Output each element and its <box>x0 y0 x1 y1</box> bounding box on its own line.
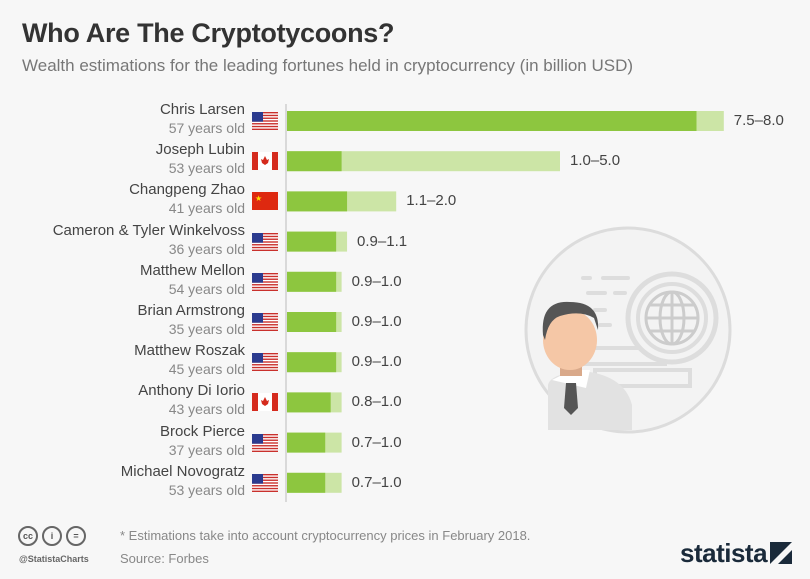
canada-flag-icon <box>252 393 278 412</box>
data-label: 7.5–8.0 <box>733 112 784 129</box>
statista-logo-icon <box>770 542 792 564</box>
category-label: Brock Pierce <box>159 422 245 440</box>
page-title: Who Are The Cryptotycoons? <box>22 18 395 48</box>
data-label: 1.1–2.0 <box>406 192 457 210</box>
attribution-icon: i <box>42 526 62 546</box>
bar-low-estimate <box>287 111 697 131</box>
bar-low-estimate <box>287 472 326 493</box>
businessman-illustration <box>524 226 732 434</box>
no-derivatives-icon: = <box>66 526 86 546</box>
data-label: 0.7–1.0 <box>351 473 402 491</box>
category-label: Cameron & Tyler Winkelvoss <box>52 221 245 239</box>
page-subtitle: Wealth estimations for the leading fortu… <box>22 56 634 75</box>
category-label: Changpeng Zhao <box>129 181 245 199</box>
category-label: Anthony Di Iorio <box>138 382 245 400</box>
data-label: 1.0–5.0 <box>570 152 621 170</box>
us-flag-icon <box>252 313 278 331</box>
statista-logo: statista <box>680 538 768 568</box>
age-label: 35 years old <box>168 321 245 337</box>
us-flag-icon <box>252 353 278 372</box>
age-label: 36 years old <box>168 240 245 257</box>
source: Source: Forbes <box>120 551 209 566</box>
age-label: 53 years old <box>168 160 245 177</box>
category-label: Joseph Lubin <box>155 141 245 159</box>
statista-handle: @StatistaCharts <box>19 554 89 564</box>
data-label: 0.9–1.0 <box>351 313 402 330</box>
age-label: 45 years old <box>168 361 245 378</box>
bar-low-estimate <box>287 352 337 373</box>
bar-low-estimate <box>287 392 331 413</box>
us-flag-icon <box>252 112 278 130</box>
age-label: 41 years old <box>168 200 245 217</box>
age-label: 43 years old <box>168 401 245 418</box>
data-label: 0.8–1.0 <box>351 393 402 411</box>
age-label: 53 years old <box>168 481 245 498</box>
footnote: * Estimations take into account cryptocu… <box>120 528 531 543</box>
creative-commons-icon: cc <box>18 526 38 546</box>
category-label: Brian Armstrong <box>137 302 245 319</box>
data-label: 0.7–1.0 <box>351 433 402 451</box>
category-label: Matthew Roszak <box>134 342 245 360</box>
category-label: Matthew Mellon <box>139 261 245 279</box>
data-label: 0.9–1.0 <box>351 353 402 371</box>
canada-flag-icon <box>252 152 278 171</box>
bar-low-estimate <box>287 151 342 172</box>
age-label: 57 years old <box>168 120 245 136</box>
svg-text:★: ★ <box>255 194 262 203</box>
category-label: Chris Larsen <box>159 101 245 118</box>
us-flag-icon <box>252 473 278 492</box>
data-label: 0.9–1.0 <box>351 272 402 290</box>
us-flag-icon <box>252 232 278 251</box>
bar-low-estimate <box>287 312 337 332</box>
bar-low-estimate <box>287 231 337 252</box>
age-label: 37 years old <box>168 441 245 458</box>
age-label: 54 years old <box>168 280 245 297</box>
china-flag-icon: ★ <box>252 192 278 211</box>
us-flag-icon <box>252 272 278 291</box>
bar-low-estimate <box>287 191 348 212</box>
category-label: Michael Novogratz <box>120 462 245 480</box>
us-flag-icon <box>252 433 278 452</box>
data-label: 0.9–1.1 <box>357 232 408 250</box>
bar-high-estimate <box>287 151 560 172</box>
bar-low-estimate <box>287 432 326 453</box>
bar-low-estimate <box>287 271 337 292</box>
